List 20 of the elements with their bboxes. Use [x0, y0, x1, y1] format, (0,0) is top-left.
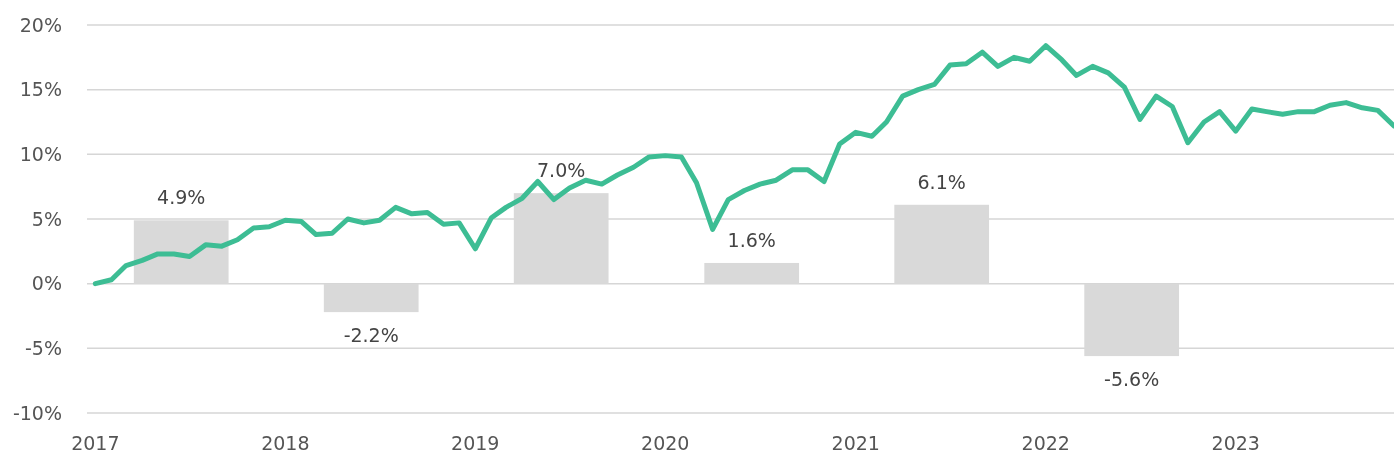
y-tick-label: -10% [12, 401, 62, 424]
data-label: -2.2% [343, 324, 399, 347]
y-tick-label: 10% [19, 142, 62, 165]
x-tick-label: 2021 [831, 432, 880, 454]
y-tick-label: 15% [19, 78, 62, 101]
x-tick-label: 2022 [1021, 432, 1070, 454]
y-tick-label: -5% [25, 336, 62, 359]
data-label: 1.6% [727, 228, 776, 251]
y-tick-label: 5% [31, 207, 62, 230]
x-tick-label: 2020 [641, 432, 690, 454]
data-label: 7.0% [537, 159, 586, 182]
x-tick-label: 2018 [261, 432, 310, 454]
data-label: 6.1% [917, 170, 966, 193]
data-label: -5.6% [1104, 368, 1160, 391]
data-label: 4.9% [157, 186, 206, 209]
x-tick-label: 2017 [71, 432, 120, 454]
x-tick-label: 2019 [451, 432, 500, 454]
x-tick-label: 2023 [1211, 432, 1260, 454]
y-tick-label: 20% [19, 13, 62, 36]
y-tick-label: 0% [31, 272, 62, 295]
